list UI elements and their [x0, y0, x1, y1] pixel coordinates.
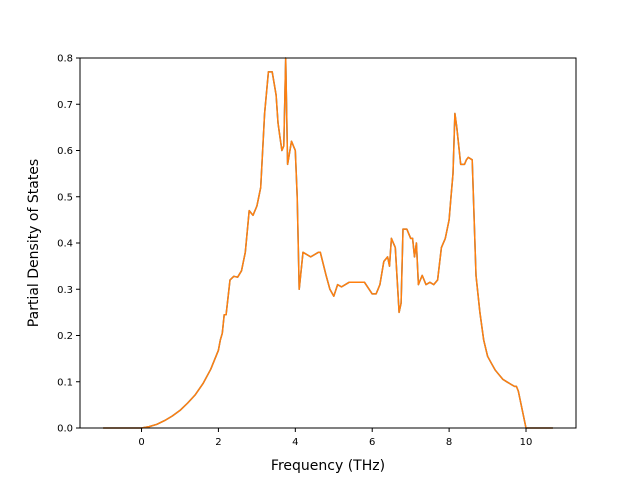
x-tick-label: 0	[138, 437, 144, 448]
y-tick-label: 0.1	[57, 377, 73, 388]
x-tick-label: 4	[292, 437, 298, 448]
x-tick-label: 8	[446, 437, 452, 448]
y-tick-label: 0.4	[57, 239, 73, 250]
x-axis-ticks: 0 2 4 6 8 10	[138, 428, 532, 448]
series-line-2	[103, 57, 553, 429]
y-axis-ticks: 0.0 0.1 0.2 0.3 0.4 0.5 0.6 0.7 0.8	[57, 54, 80, 435]
y-tick-label: 0.7	[57, 100, 73, 111]
y-tick-label: 0.8	[57, 54, 73, 65]
x-tick-label: 10	[520, 437, 533, 448]
series-layer	[103, 57, 553, 429]
y-tick-label: 0.2	[57, 331, 73, 342]
y-tick-label: 0.0	[57, 424, 73, 435]
y-axis-label: Partial Density of States	[26, 159, 42, 327]
y-tick-label: 0.5	[57, 192, 73, 203]
x-tick-label: 6	[369, 437, 375, 448]
y-tick-label: 0.3	[57, 285, 73, 296]
x-axis-label: Frequency (THz)	[271, 458, 385, 474]
y-tick-label: 0.6	[57, 146, 73, 157]
x-tick-label: 2	[215, 437, 221, 448]
